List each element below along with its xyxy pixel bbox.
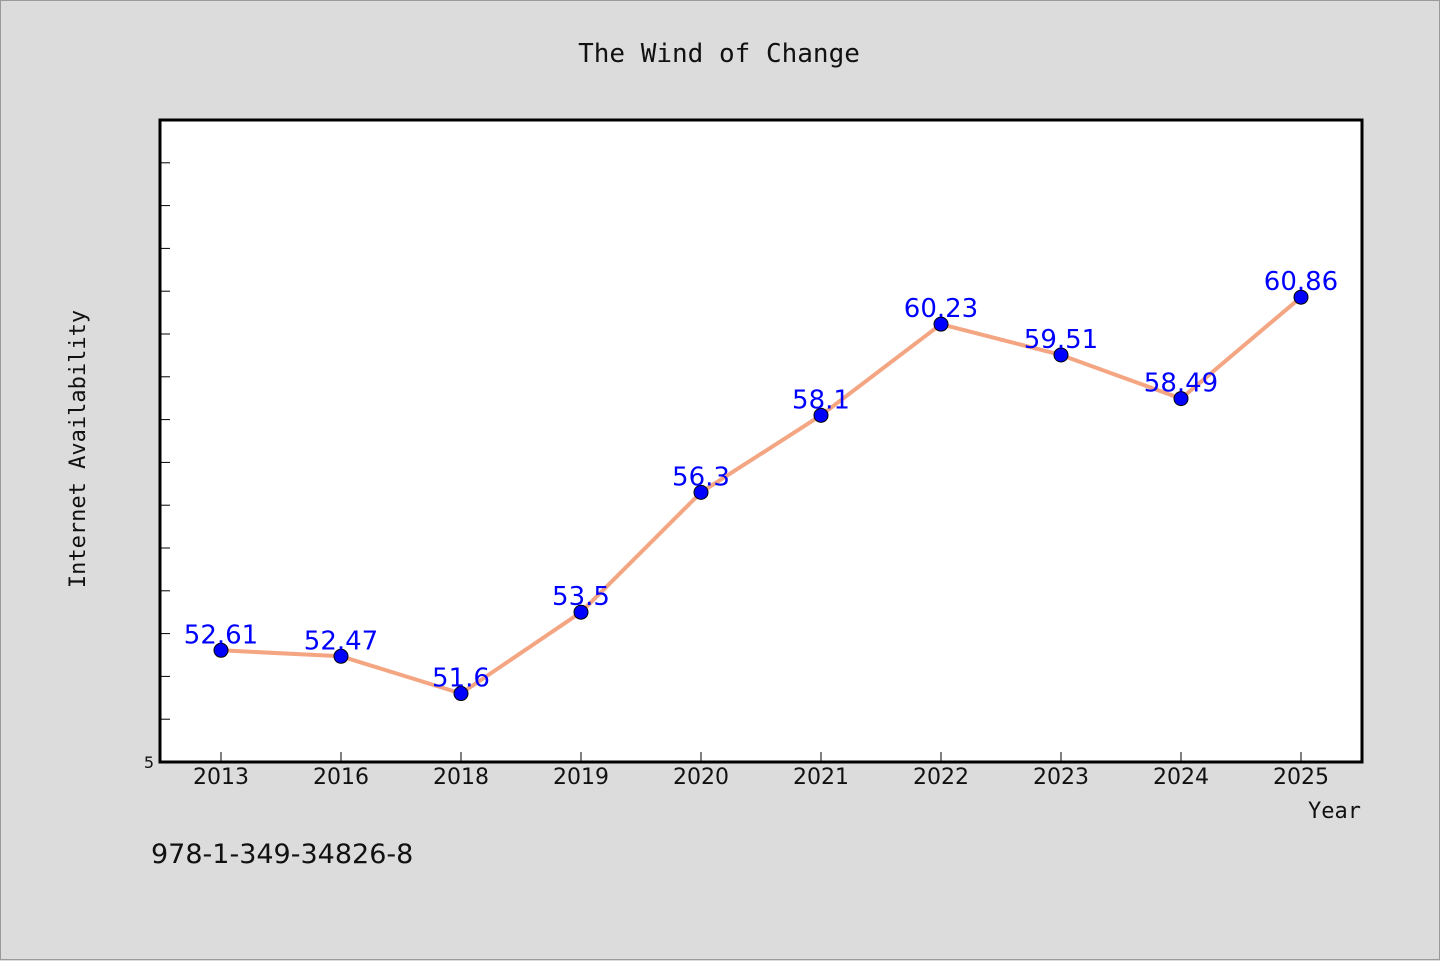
data-label: 52.47	[304, 626, 378, 656]
data-point-marker	[1173, 391, 1189, 407]
x-tick-label: 2013	[193, 765, 249, 790]
x-tick-label: 2023	[1033, 765, 1089, 790]
data-label: 60.23	[904, 294, 978, 324]
x-tick-label: 2019	[553, 765, 609, 790]
x-axis-label: Year	[1308, 799, 1361, 824]
data-point-marker	[573, 604, 589, 620]
y-axis-label: Internet Availability	[66, 310, 91, 588]
x-tick-label: 2020	[673, 765, 729, 790]
data-label: 56.3	[672, 462, 730, 492]
data-label: 59.51	[1024, 325, 1098, 355]
y-tick-label: 5	[144, 753, 154, 772]
isbn-text: 978-1-349-34826-8	[151, 839, 413, 870]
data-point-marker	[1053, 347, 1069, 363]
data-point-marker	[813, 407, 829, 423]
data-labels-group: 52.61 52.47 51.6 53.5 56.3 58.1 60.23 59.51 58.4…	[184, 267, 1338, 693]
x-tick-label: 2016	[313, 765, 369, 790]
data-point-marker	[1293, 289, 1309, 305]
data-label: 51.6	[432, 664, 490, 694]
series-line-group	[219, 295, 1303, 696]
x-tick-label: 2022	[913, 765, 969, 790]
data-label: 53.5	[552, 582, 610, 612]
data-point-marker	[933, 316, 949, 332]
series-markers-group	[213, 289, 1309, 702]
data-label: 58.49	[1144, 369, 1218, 399]
data-point-marker	[453, 686, 469, 702]
series-line	[219, 295, 1303, 696]
x-tick-label: 2021	[793, 765, 849, 790]
data-label: 52.61	[184, 620, 258, 650]
y-axis-ticks: 5	[144, 162, 170, 772]
plot-area	[158, 118, 1364, 764]
x-tick-label: 2024	[1153, 765, 1209, 790]
x-tick-label: 2025	[1273, 765, 1329, 790]
x-axis-ticks: 2013 2016 2018 2019 2020 2021 2022 2023 2024 2025	[193, 752, 1329, 790]
data-label: 60.86	[1264, 267, 1338, 297]
x-tick-label: 2018	[433, 765, 489, 790]
chart-title: The Wind of Change	[578, 39, 860, 69]
data-label: 58.1	[792, 385, 850, 415]
data-point-marker	[213, 642, 229, 658]
data-point-marker	[693, 484, 709, 500]
data-point-marker	[333, 648, 349, 664]
